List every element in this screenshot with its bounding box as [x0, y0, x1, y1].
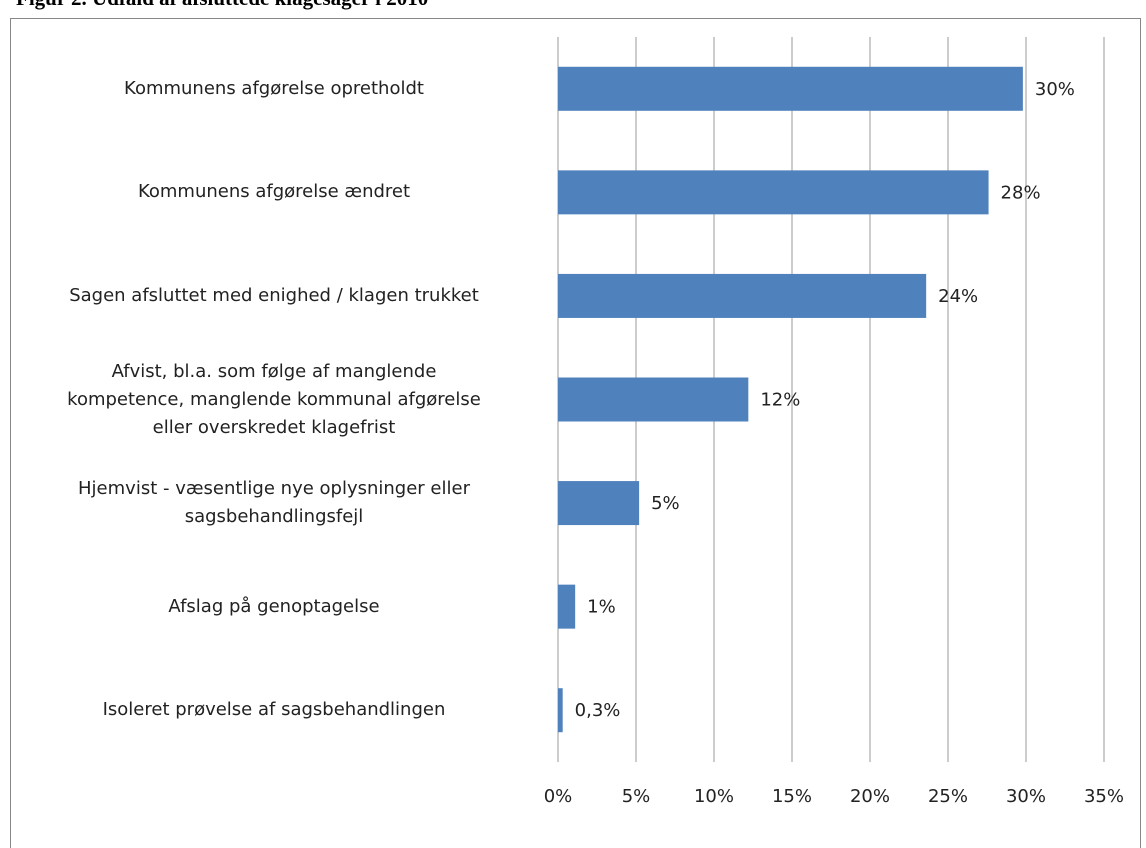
- x-tick-label: 15%: [772, 786, 812, 807]
- category-label: Kommunens afgørelse ændret: [137, 181, 411, 203]
- chart-title: Figur 2. Udfald af afsluttede klagesager…: [16, 0, 428, 11]
- x-tick-label: 35%: [1084, 786, 1124, 807]
- bar: [558, 66, 1023, 111]
- x-tick-label: 0%: [544, 786, 573, 807]
- bar: [558, 170, 989, 215]
- x-tick-label: 25%: [928, 786, 968, 807]
- x-tick-label: 10%: [694, 786, 734, 807]
- category-label: Afslag på genoptagelse: [168, 595, 380, 617]
- value-label: 24%: [938, 286, 978, 307]
- chart-border: [10, 18, 1141, 848]
- value-label: 12%: [760, 390, 800, 411]
- category-label: Afvist, bl.a. som følge af manglende kom…: [67, 360, 481, 438]
- value-label: 30%: [1035, 79, 1075, 100]
- bar: [558, 481, 640, 526]
- bar: [558, 377, 749, 422]
- category-label: Isoleret prøvelse af sagsbehandlingen: [102, 699, 446, 721]
- category-label: Hjemvist - væsentlige nye oplysninger el…: [78, 478, 470, 528]
- value-label: 5%: [651, 493, 680, 514]
- value-label: 0,3%: [575, 700, 621, 721]
- value-label: 28%: [1001, 182, 1041, 203]
- bar: [558, 273, 927, 318]
- category-label: Sagen afsluttet med enighed / klagen tru…: [69, 284, 479, 306]
- category-label: Kommunens afgørelse opretholdt: [124, 77, 424, 99]
- value-label: 1%: [587, 597, 616, 618]
- x-tick-label: 30%: [1006, 786, 1046, 807]
- x-tick-label: 5%: [622, 786, 651, 807]
- bar: [558, 584, 576, 629]
- bar: [558, 688, 563, 733]
- x-tick-label: 20%: [850, 786, 890, 807]
